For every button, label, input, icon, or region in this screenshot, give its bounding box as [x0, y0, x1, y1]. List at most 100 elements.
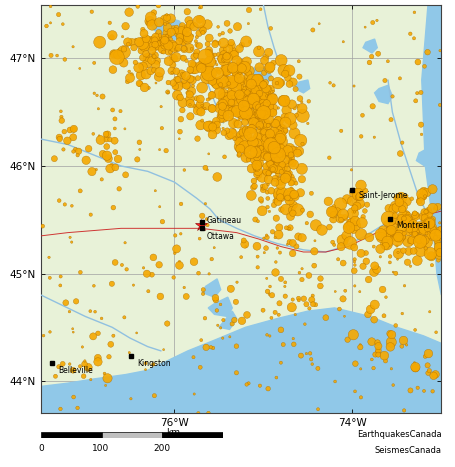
Point [199, 59, 206, 67]
Point [351, 258, 358, 266]
Point [248, 80, 255, 88]
Point [87, 211, 94, 219]
Point [337, 216, 344, 223]
Point [143, 45, 150, 53]
Point [230, 120, 237, 127]
Point [72, 297, 80, 305]
Point [47, 3, 54, 10]
Point [205, 409, 212, 417]
Point [268, 147, 275, 155]
Point [377, 231, 384, 238]
Point [407, 219, 414, 226]
Point [198, 117, 206, 124]
Point [256, 382, 263, 389]
Point [270, 201, 278, 209]
Point [241, 241, 248, 248]
Point [240, 92, 247, 100]
Point [251, 165, 258, 173]
Point [103, 143, 111, 150]
Point [263, 163, 270, 170]
Point [206, 62, 213, 70]
Point [262, 140, 269, 147]
Point [173, 24, 180, 31]
Point [390, 205, 397, 213]
Point [212, 79, 220, 86]
Point [207, 343, 214, 351]
Point [431, 205, 438, 212]
Point [267, 166, 274, 174]
Point [152, 79, 160, 87]
Point [244, 74, 251, 82]
Point [150, 9, 157, 16]
Point [352, 360, 359, 368]
Point [181, 166, 188, 174]
Point [415, 235, 423, 243]
Point [124, 38, 131, 46]
Point [220, 316, 227, 324]
Point [398, 224, 405, 231]
Point [75, 148, 82, 155]
Point [112, 163, 119, 171]
Point [358, 133, 365, 140]
Point [219, 78, 226, 85]
Point [343, 232, 350, 239]
Point [357, 192, 364, 200]
Point [364, 201, 371, 208]
Point [416, 235, 423, 243]
Point [273, 244, 281, 252]
Point [260, 234, 268, 242]
Point [362, 249, 369, 257]
Text: Gatineau: Gatineau [207, 216, 242, 225]
Point [401, 234, 408, 241]
Point [265, 170, 272, 177]
Point [104, 375, 111, 382]
Point [359, 112, 366, 119]
Point [238, 95, 246, 102]
Point [337, 200, 344, 208]
Point [264, 181, 272, 188]
Point [185, 17, 192, 24]
Point [219, 334, 227, 342]
Point [212, 41, 219, 48]
Point [277, 177, 284, 185]
Point [357, 182, 364, 189]
Point [410, 35, 418, 42]
Point [238, 113, 245, 120]
Point [237, 145, 244, 153]
Point [421, 192, 429, 200]
Point [219, 103, 226, 110]
Point [264, 164, 271, 171]
Point [234, 91, 241, 98]
Point [172, 67, 180, 75]
Point [103, 152, 111, 159]
Point [265, 108, 273, 115]
Point [170, 55, 177, 62]
Point [238, 254, 245, 261]
Point [176, 29, 183, 37]
Point [170, 24, 177, 32]
Point [285, 225, 292, 232]
Point [219, 111, 226, 118]
Point [437, 247, 445, 254]
Point [336, 305, 343, 313]
Point [277, 193, 284, 201]
Point [229, 64, 237, 71]
Point [228, 39, 235, 46]
Point [152, 187, 159, 194]
Point [147, 67, 154, 75]
Point [47, 19, 54, 27]
Point [230, 49, 237, 57]
Polygon shape [152, 18, 188, 39]
Point [122, 171, 129, 178]
Point [204, 73, 211, 81]
Point [203, 215, 210, 223]
Point [276, 192, 283, 200]
Point [368, 338, 375, 346]
Point [160, 346, 167, 354]
Point [244, 59, 251, 66]
Point [219, 100, 227, 107]
Point [374, 351, 382, 358]
Point [143, 270, 151, 277]
Point [151, 392, 158, 399]
Point [57, 107, 65, 115]
